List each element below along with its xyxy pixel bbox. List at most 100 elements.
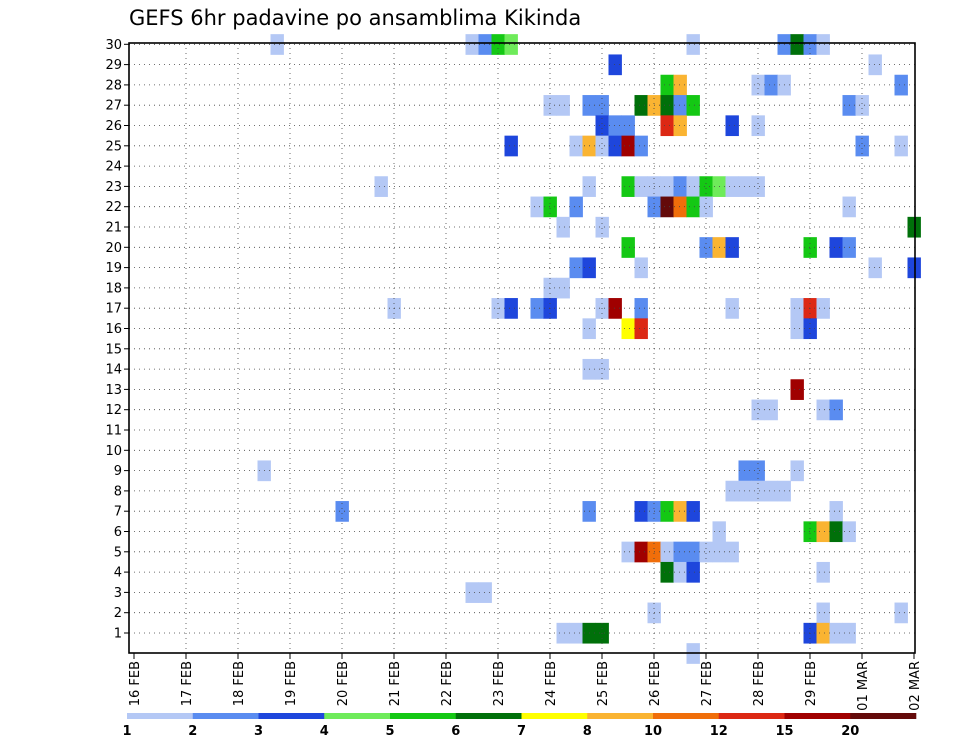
- heatmap-cell: [621, 115, 635, 137]
- y-tick-label: 28: [105, 78, 122, 93]
- heatmap-cell: [608, 135, 622, 157]
- heatmap-cell: [660, 501, 674, 522]
- heatmap-cell: [790, 379, 804, 400]
- y-tick-label: 22: [105, 200, 122, 215]
- heatmap-cell: [686, 95, 700, 116]
- heatmap-cell: [816, 521, 830, 543]
- y-tick-label: 8: [114, 484, 122, 499]
- y-tick-label: 17: [105, 302, 122, 317]
- x-tick-label: 21 FEB: [388, 661, 403, 706]
- heatmap-cell: [764, 74, 778, 96]
- heatmap-cell: [608, 54, 622, 76]
- heatmap-cell: [699, 196, 713, 218]
- heatmap-cell: [478, 34, 492, 55]
- colorbar-swatch: [390, 713, 457, 719]
- heatmap-cell: [595, 115, 609, 137]
- heatmap-cell: [270, 34, 284, 55]
- heatmap-cell: [556, 216, 570, 238]
- colorbar-label: 8: [583, 724, 592, 739]
- heatmap-cell: [894, 602, 908, 624]
- y-tick-label: 16: [105, 322, 122, 337]
- colorbar-label: 5: [385, 724, 394, 739]
- heatmap-cell: [660, 115, 674, 137]
- heatmap-cell: [556, 622, 570, 644]
- y-tick-label: 15: [105, 342, 122, 357]
- colorbar-label: 3: [254, 724, 263, 739]
- x-tick-label: 29 FEB: [804, 661, 819, 706]
- colorbar-swatch: [784, 713, 851, 719]
- colorbar-label: 2: [188, 724, 197, 739]
- colorbar-swatch: [718, 713, 785, 719]
- y-tick-label: 12: [105, 403, 122, 418]
- colorbar-swatch: [521, 713, 588, 719]
- x-tick-label: 25 FEB: [596, 661, 611, 706]
- heatmap-cell: [725, 480, 739, 502]
- y-tick-label: 11: [105, 424, 122, 439]
- heatmap-cell: [803, 521, 817, 543]
- heatmap-cell: [829, 237, 843, 258]
- heatmap-cell: [530, 196, 544, 218]
- y-tick-label: 30: [105, 38, 122, 53]
- heatmap-cell: [569, 196, 583, 218]
- heatmap-cell: [725, 176, 739, 197]
- heatmap-cell: [686, 34, 700, 55]
- heatmap-cell: [608, 115, 622, 137]
- y-tick-label: 21: [105, 221, 122, 236]
- heatmap-cell: [595, 95, 609, 116]
- x-tick-label: 23 FEB: [492, 661, 507, 706]
- heatmap-cell: [816, 602, 830, 624]
- heatmap-cell: [556, 277, 570, 299]
- heatmap-cell: [751, 115, 765, 137]
- heatmap-cell: [751, 74, 765, 96]
- heatmap-cell: [634, 135, 648, 157]
- colorbar-swatch: [127, 713, 194, 719]
- heatmap-cell: [595, 216, 609, 238]
- colorbar-label: 12: [710, 724, 728, 739]
- heatmap-cell: [894, 74, 908, 96]
- heatmap-cell: [504, 34, 518, 55]
- heatmap-cell: [465, 34, 479, 55]
- heatmap-cell: [816, 622, 830, 644]
- heatmap-cell: [634, 541, 648, 563]
- heatmap-cell: [530, 298, 544, 319]
- x-tick-label: 19 FEB: [284, 661, 299, 706]
- heatmap-cell: [335, 501, 349, 522]
- y-tick-label: 27: [105, 99, 122, 114]
- y-tick-label: 9: [114, 464, 122, 479]
- heatmap-cell: [660, 196, 674, 218]
- heatmap-cell: [699, 176, 713, 197]
- heatmap-cell: [569, 622, 583, 644]
- y-tick-label: 14: [105, 363, 122, 378]
- y-tick-label: 24: [105, 160, 122, 175]
- x-tick-label: 18 FEB: [232, 661, 247, 706]
- heatmap-cell: [660, 176, 674, 197]
- y-tick-label: 29: [105, 58, 122, 73]
- heatmap-cell: [855, 135, 869, 157]
- grid-lines: [129, 43, 915, 653]
- colorbar-label: 4: [320, 724, 329, 739]
- heatmap-cell: [621, 237, 635, 258]
- heatmap-cell: [725, 115, 739, 137]
- heatmap-cell: [634, 257, 648, 279]
- colorbar-swatch: [192, 713, 259, 719]
- y-tick-label: 26: [105, 119, 122, 134]
- heatmap-cell: [816, 399, 830, 421]
- y-tick-label: 1: [114, 627, 122, 642]
- heatmap-cell: [699, 541, 713, 563]
- heatmap-cell: [725, 541, 739, 563]
- heatmap-cell: [816, 34, 830, 55]
- y-tick-label: 4: [114, 566, 122, 581]
- heatmap-cell: [751, 460, 765, 482]
- heatmap-cell: [790, 298, 804, 319]
- x-tick-label: 02 MAR: [908, 661, 923, 711]
- heatmap-cell: [751, 176, 765, 197]
- y-tick-label: 2: [114, 606, 122, 621]
- x-tick-label: 01 MAR: [856, 661, 871, 711]
- heatmap-cell: [855, 95, 869, 116]
- heatmap-cell: [673, 196, 687, 218]
- heatmap-cell: [790, 34, 804, 55]
- colorbar-swatch: [850, 713, 917, 719]
- heatmap-cell: [829, 501, 843, 522]
- heatmap-cell: [660, 541, 674, 563]
